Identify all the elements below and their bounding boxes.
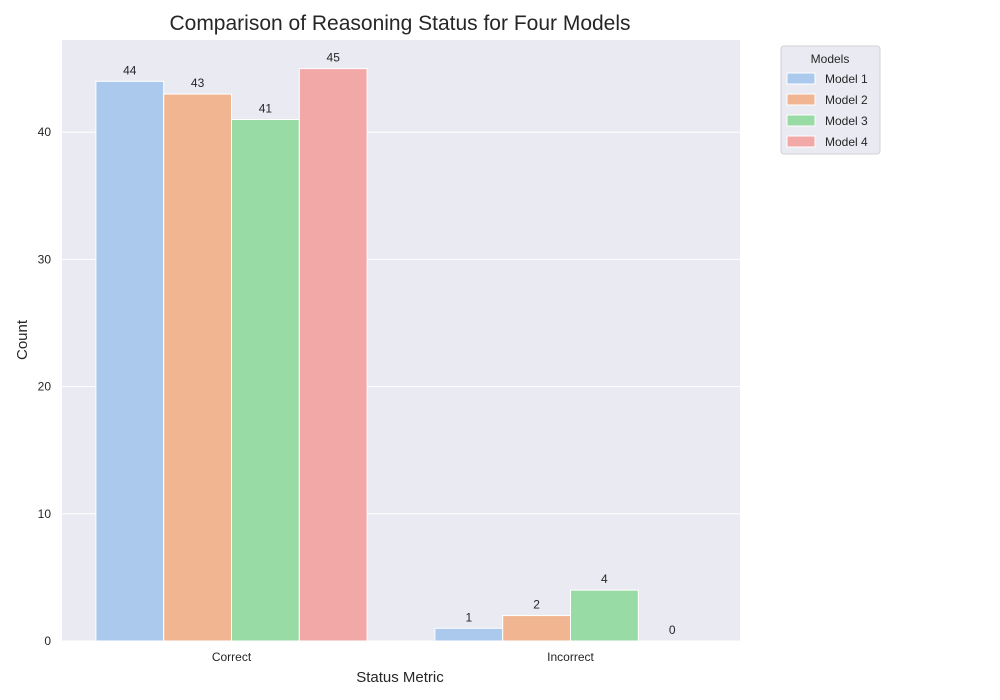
bar-value-label: 41 bbox=[259, 101, 273, 115]
y-tick-label: 30 bbox=[38, 252, 52, 266]
legend-swatch bbox=[786, 135, 816, 148]
bar bbox=[95, 80, 165, 642]
x-axis-ticks: Correct Incorrect bbox=[212, 650, 595, 664]
y-tick-label: 0 bbox=[44, 634, 51, 648]
legend-label: Model 3 bbox=[825, 114, 868, 128]
y-tick-label: 40 bbox=[38, 125, 52, 139]
legend: Models Model 1 Model 2 Model 3 Model 4 bbox=[780, 45, 881, 155]
bar-labels-group: 44 43 41 45 1 2 4 0 bbox=[123, 51, 676, 637]
y-axis-label: Count bbox=[14, 319, 31, 360]
x-tick-label: Incorrect bbox=[547, 650, 594, 664]
y-axis-ticks: 0 10 20 30 40 bbox=[38, 125, 52, 648]
legend-label: Model 1 bbox=[825, 72, 868, 86]
bar-value-label: 44 bbox=[123, 63, 137, 77]
bar bbox=[298, 68, 368, 642]
bars-group bbox=[95, 68, 639, 642]
x-axis-label: Status Metric bbox=[356, 669, 444, 686]
bar-value-label: 0 bbox=[669, 623, 676, 637]
bar-value-label: 1 bbox=[465, 610, 472, 624]
legend-swatch bbox=[786, 114, 816, 127]
bar bbox=[434, 627, 504, 642]
legend-swatch bbox=[786, 72, 816, 85]
bar-value-label: 2 bbox=[533, 598, 540, 612]
legend-label: Model 4 bbox=[825, 135, 868, 149]
bar-value-label: 43 bbox=[191, 76, 205, 90]
y-tick-label: 10 bbox=[38, 507, 52, 521]
legend-label: Model 2 bbox=[825, 93, 868, 107]
bar bbox=[502, 615, 572, 642]
x-tick-label: Correct bbox=[212, 650, 252, 664]
bar bbox=[570, 589, 639, 642]
bar-value-label: 45 bbox=[327, 51, 341, 65]
chart-title: Comparison of Reasoning Status for Four … bbox=[169, 12, 630, 35]
bar-value-label: 4 bbox=[601, 572, 608, 586]
legend-title: Models bbox=[811, 52, 850, 66]
bar bbox=[163, 93, 232, 642]
legend-swatch bbox=[786, 93, 816, 106]
y-tick-label: 20 bbox=[38, 380, 52, 394]
bar bbox=[231, 118, 300, 642]
